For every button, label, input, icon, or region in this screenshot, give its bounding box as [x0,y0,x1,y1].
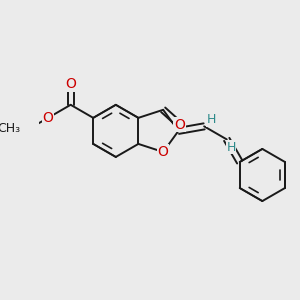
Text: O: O [43,111,53,125]
Text: CH₃: CH₃ [0,122,20,135]
Text: O: O [174,118,185,132]
Text: O: O [65,77,76,91]
Text: H: H [226,141,236,154]
Text: O: O [158,145,169,159]
Text: H: H [206,113,216,126]
